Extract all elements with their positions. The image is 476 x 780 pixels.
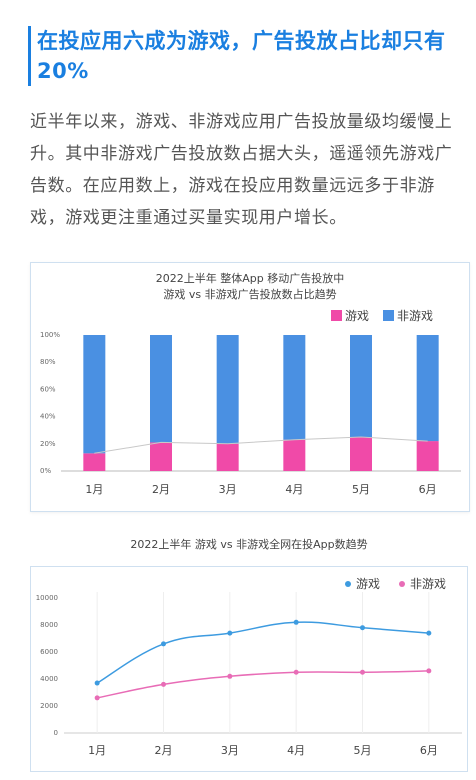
point-nongame-2 bbox=[161, 681, 166, 687]
y-tick-label: 6000 bbox=[40, 648, 58, 656]
y-tick-label: 0% bbox=[40, 467, 51, 475]
bar-game-2 bbox=[150, 442, 172, 471]
legend-marker-2 bbox=[399, 581, 405, 587]
bar-game-5 bbox=[350, 437, 372, 471]
x-tick-label: 6月 bbox=[420, 744, 438, 757]
point-game-5 bbox=[360, 625, 365, 631]
chart-subtitle: 游戏 vs 非游戏广告投放数占比趋势 bbox=[163, 287, 336, 301]
point-nongame-5 bbox=[360, 669, 365, 675]
bar-game-4 bbox=[283, 439, 306, 471]
y-tick-label: 4000 bbox=[40, 675, 58, 683]
y-tick-label: 80% bbox=[40, 358, 56, 366]
x-tick-label: 4月 bbox=[285, 483, 303, 496]
y-tick-label: 40% bbox=[40, 413, 56, 421]
legend-swatch-2 bbox=[383, 310, 394, 321]
x-tick-label: 6月 bbox=[419, 483, 437, 496]
series-line-nongame bbox=[97, 670, 429, 699]
legend-label-2: 非游戏 bbox=[397, 309, 433, 323]
legend-label-1: 游戏 bbox=[345, 309, 369, 323]
bar-nongame-5 bbox=[350, 335, 372, 437]
legend-label-2: 非游戏 bbox=[410, 577, 446, 591]
count-chart-card: 2022上半年 游戏 vs 非游戏全网在投App数趋势游戏 非游戏 0 2000 400… bbox=[30, 526, 468, 772]
x-tick-label: 2月 bbox=[152, 483, 170, 496]
point-nongame-6 bbox=[426, 668, 432, 674]
legend-swatch-1 bbox=[331, 310, 342, 321]
y-tick-label: 2000 bbox=[40, 702, 58, 710]
x-tick-label: 3月 bbox=[221, 744, 239, 757]
y-tick-label: 8000 bbox=[40, 621, 58, 629]
share-chart-card: 2022上半年 整体App 移动广告投放中 游戏 vs 非游戏广告投放数占比趋势游… bbox=[30, 262, 470, 512]
section-headline: 在投应用六成为游戏，广告投放占比却只有20% bbox=[28, 26, 469, 86]
intro-paragraph: 近半年以来，游戏、非游戏应用广告投放量级均缓慢上升。其中非游戏广告投放数占据大头… bbox=[30, 112, 453, 228]
y-tick-label: 60% bbox=[40, 385, 56, 393]
bar-nongame-3 bbox=[216, 335, 239, 444]
bar-nongame-1 bbox=[83, 335, 106, 454]
x-tick-label: 5月 bbox=[354, 744, 372, 757]
point-game-6 bbox=[426, 630, 432, 636]
bar-nongame-4 bbox=[283, 335, 306, 440]
bar-nongame-6 bbox=[416, 335, 439, 442]
chart-title: 2022上半年 整体App 移动广告投放中 bbox=[156, 271, 344, 285]
point-nongame-3 bbox=[227, 673, 233, 679]
x-tick-label: 1月 bbox=[88, 744, 106, 757]
point-game-1 bbox=[94, 680, 100, 686]
count-chart-frame bbox=[30, 566, 468, 772]
point-nongame-4 bbox=[293, 669, 299, 675]
point-game-4 bbox=[293, 619, 299, 625]
bar-nongame-2 bbox=[150, 335, 172, 443]
x-tick-label: 1月 bbox=[85, 483, 103, 496]
y-tick-label: 0 bbox=[54, 729, 58, 737]
legend-label-1: 游戏 bbox=[356, 577, 380, 591]
x-tick-label: 2月 bbox=[155, 744, 173, 757]
bar-game-6 bbox=[416, 441, 439, 471]
y-tick-label: 10000 bbox=[36, 594, 58, 602]
x-tick-label: 5月 bbox=[352, 483, 370, 496]
chart-title: 2022上半年 游戏 vs 非游戏全网在投App数趋势 bbox=[130, 537, 367, 551]
bar-game-3 bbox=[216, 443, 239, 471]
game-share-trend-line bbox=[94, 436, 428, 454]
x-tick-label: 3月 bbox=[219, 483, 237, 496]
x-tick-label: 4月 bbox=[287, 744, 305, 757]
series-line-game bbox=[96, 621, 429, 684]
point-game-3 bbox=[227, 630, 233, 636]
y-tick-label: 20% bbox=[40, 440, 56, 448]
bar-game-1 bbox=[83, 453, 106, 471]
y-tick-label: 100% bbox=[40, 331, 60, 339]
point-game-2 bbox=[161, 641, 166, 647]
legend-marker-1 bbox=[345, 581, 351, 587]
point-nongame-1 bbox=[94, 695, 100, 701]
